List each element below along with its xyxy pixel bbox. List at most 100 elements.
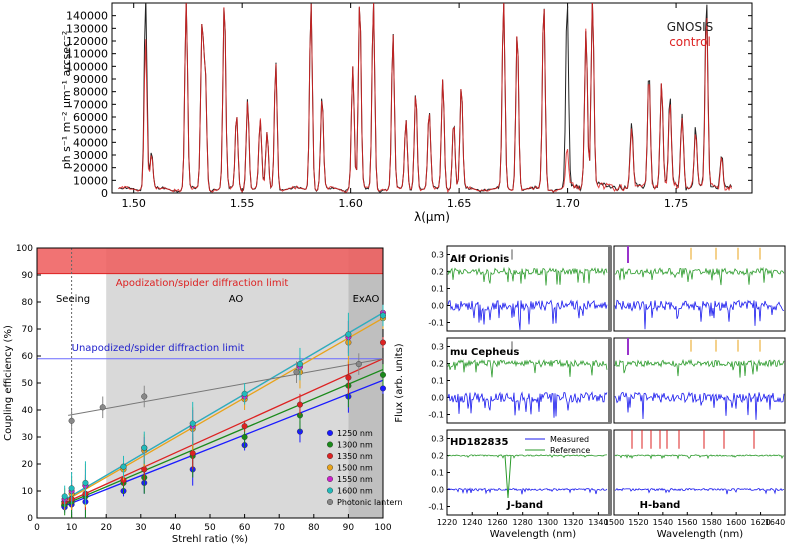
legend-label: 1500 nm <box>337 464 373 473</box>
coupling-x-tick-label: 20 <box>100 523 112 533</box>
spectra-y-tick-label: 0.2 <box>431 452 444 461</box>
spectra-gap-separator <box>608 246 612 331</box>
spectra-y-tick-label: 0.1 <box>431 469 444 478</box>
legend-marker-1600-nm <box>327 487 334 494</box>
coupling-x-tick-label: 70 <box>273 523 285 533</box>
top-y-tick-label: 100000 <box>66 60 108 73</box>
spectra-legend: Measured Reference <box>525 435 590 455</box>
measured-spectrum-line <box>447 391 608 418</box>
legend-label: 1300 nm <box>337 441 373 450</box>
coupling-y-tick-label: 20 <box>22 460 34 470</box>
coupling-x-tick-label: 40 <box>170 523 182 533</box>
top-y-tick-label: 50000 <box>73 124 108 137</box>
spectra-y-tick-label: 0.1 <box>431 377 444 386</box>
coupling-x-tick-label: 50 <box>204 523 216 533</box>
fit-line-1350-nm <box>60 358 384 506</box>
gnosis-spectrum-line <box>118 3 733 193</box>
point-photonic-lantern <box>141 393 148 400</box>
panel-label-mu-cepheus: mu Cepheus <box>450 347 519 358</box>
top-y-tick-label: 10000 <box>73 174 108 187</box>
stellar-spectra-chart: -0.1 0.0 0.1 0.2 0.3 -0.1 0.0 0.1 0.2 0.3 -0.1 0.0 0… <box>394 245 786 540</box>
spectra-left-x-tick-label: 1220 <box>437 518 457 527</box>
top-x-tick-label: 1.75 <box>664 197 689 210</box>
point-1600-nm <box>241 390 248 397</box>
panel-label-hd182835: HD182835 <box>450 437 508 448</box>
coupling-y-axis-label: Coupling efficiency (%) <box>3 325 14 441</box>
coupling-y-tick-label: 30 <box>22 433 34 443</box>
measured-spectrum-line <box>614 391 785 420</box>
top-y-tick-label: 120000 <box>66 35 108 48</box>
point-1600-nm <box>380 312 387 319</box>
spectra-left-x-tick-label: 1240 <box>462 518 482 527</box>
top-spectrum-lines <box>118 3 733 193</box>
control-spectrum-line <box>118 3 733 193</box>
legend-marker-1500-nm <box>327 464 334 471</box>
legend-marker-1250-nm <box>327 430 334 437</box>
legend-marker-1550-nm <box>327 476 334 483</box>
legend-marker-lantern <box>326 498 334 506</box>
point-1350-nm <box>141 466 148 473</box>
spectra-right-x-label: Wavelength (nm) <box>657 529 743 540</box>
fit-line-1300-nm <box>60 368 384 507</box>
spectra-right-x-tick-label: 1600 <box>726 518 746 527</box>
spectra-left-x-tick-label: 1340 <box>588 518 608 527</box>
spectra-y-axis-label: Flux (arb. units) <box>394 343 405 422</box>
lantern-fit-line <box>68 358 384 416</box>
point-1600-nm <box>68 485 75 492</box>
j-band-absorption <box>504 455 512 499</box>
top-y-tick-label: 30000 <box>73 149 108 162</box>
spectra-right-x-tick-label: 1540 <box>653 518 673 527</box>
point-1300-nm <box>241 434 248 441</box>
coupling-efficiency-chart: 0 10 20 30 40 50 60 70 80 90 100 0 10 20 30 40 50 60 70 80 9… <box>3 244 403 545</box>
point-photonic-lantern <box>68 417 75 424</box>
top-y-tick-label: 110000 <box>66 48 108 61</box>
region-label-exao: ExAO <box>353 294 380 305</box>
point-1600-nm <box>296 361 303 368</box>
reference-spectrum-line <box>614 358 785 378</box>
top-x-tick-label: 1.60 <box>338 197 363 210</box>
point-1600-nm <box>82 479 89 486</box>
measured-spectrum-line <box>447 299 608 330</box>
legend-measured-label: Measured <box>550 435 589 444</box>
top-x-axis-ticks: 1.50 1.55 1.60 1.65 1.70 1.75 <box>121 3 688 210</box>
j-band-label: J-band <box>506 500 543 511</box>
spectra-gap-separator <box>608 338 612 423</box>
reference-spectrum-line <box>614 454 784 460</box>
spectra-panel-right-frame <box>613 245 786 332</box>
legend-label: 1550 nm <box>337 475 373 484</box>
spectra-left-x-tick-label: 1280 <box>513 518 533 527</box>
apodization-limit-band <box>37 248 383 274</box>
top-plot-frame <box>111 2 753 194</box>
top-y-tick-label: 90000 <box>73 73 108 86</box>
legend-reference-label: Reference <box>550 446 590 455</box>
coupling-legend: 1250 nm 1300 nm 1350 nm 1500 nm 1550 nm 1600 … <box>326 429 403 507</box>
coupling-y-tick-label: 90 <box>22 271 34 281</box>
spectra-left-x-tick-label: 1320 <box>563 518 583 527</box>
measured-spectrum-line <box>614 299 785 330</box>
point-1350-nm <box>380 339 387 346</box>
spectra-y-tick-label: -0.1 <box>428 503 444 512</box>
reference-spectrum-line <box>447 359 608 378</box>
top-y-tick-label: 60000 <box>73 111 108 124</box>
point-1600-nm <box>120 463 127 470</box>
apodization-limit-label: Apodization/spider diffraction limit <box>116 278 289 289</box>
top-spectrum-chart: 0100002000030000400005000060000700008000… <box>60 2 753 224</box>
spectra-y-tick-label: 0.2 <box>431 268 444 277</box>
coupling-x-axis-label: Strehl ratio (%) <box>172 534 248 545</box>
spectra-right-x-tick-label: 1620 <box>750 518 770 527</box>
coupling-y-tick-label: 80 <box>22 298 34 308</box>
legend-marker-1300-nm <box>327 441 334 448</box>
fit-line-1250-nm <box>60 379 384 508</box>
spectra-y-tick-label: 0.1 <box>431 285 444 294</box>
coupling-y-tick-label: 50 <box>22 379 34 389</box>
top-y-tick-label: 70000 <box>73 98 108 111</box>
top-y-axis-ticks: 0100002000030000400005000060000700008000… <box>66 10 752 200</box>
coupling-y-tick-label: 10 <box>22 487 34 497</box>
coupling-fit-lines <box>60 312 384 508</box>
coupling-x-tick-label: 90 <box>343 523 355 533</box>
coupling-x-tick-label: 100 <box>374 523 391 533</box>
spectra-y-tick-label: 0.0 <box>431 394 444 403</box>
legend-gnosis: GNOSIS <box>667 20 714 34</box>
top-y-axis-label: ph s⁻¹ m⁻² μm⁻¹ arcsec⁻² <box>60 31 73 170</box>
